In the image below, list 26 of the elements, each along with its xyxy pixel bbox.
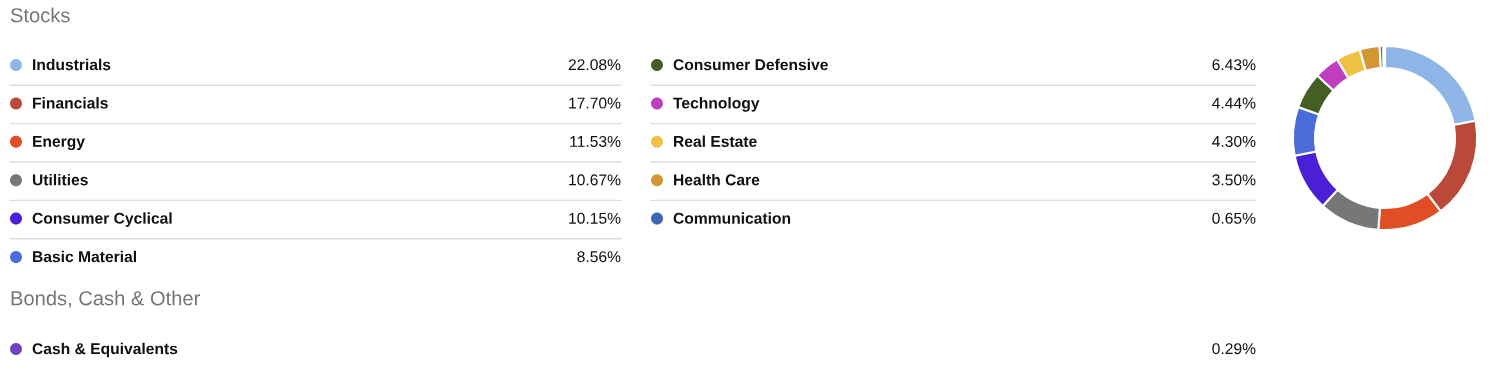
- data-label: 10.15%: [569, 212, 621, 224]
- data-label: 4.30%: [1212, 135, 1256, 147]
- legend-label: Utilities: [32, 173, 88, 186]
- legend-label: Technology: [673, 97, 760, 112]
- legend-label: Communication: [673, 212, 791, 224]
- legend-label: Health Care: [674, 173, 760, 186]
- legend-label: Consumer Cyclical: [32, 212, 172, 227]
- legend-label: Cash & Equivalents: [32, 342, 178, 358]
- data-label: 10.67%: [569, 174, 621, 186]
- legend-label: Basic Material: [33, 250, 136, 263]
- data-label: 11.53%: [570, 135, 621, 147]
- data-label: 3.50%: [1212, 174, 1256, 186]
- data-label: 22.08%: [568, 59, 621, 71]
- chart-title: Stocks: [10, 7, 70, 23]
- data-label: 0.65%: [1212, 212, 1256, 224]
- legend-label: Real Estate: [674, 135, 757, 147]
- legend-label: Financials: [33, 97, 108, 109]
- data-label: 4.44%: [1212, 97, 1256, 109]
- legend-label: Energy: [33, 136, 85, 151]
- data-label: 8.56%: [577, 251, 621, 263]
- data-label: 6.43%: [1212, 59, 1256, 71]
- data-label: 17.70%: [569, 97, 621, 109]
- data-label: 0.29%: [1212, 343, 1256, 355]
- legend-label: Consumer Defensive: [673, 58, 828, 71]
- legend-label: Industrials: [33, 58, 111, 71]
- text: Bonds, Cash & Other: [11, 290, 200, 308]
